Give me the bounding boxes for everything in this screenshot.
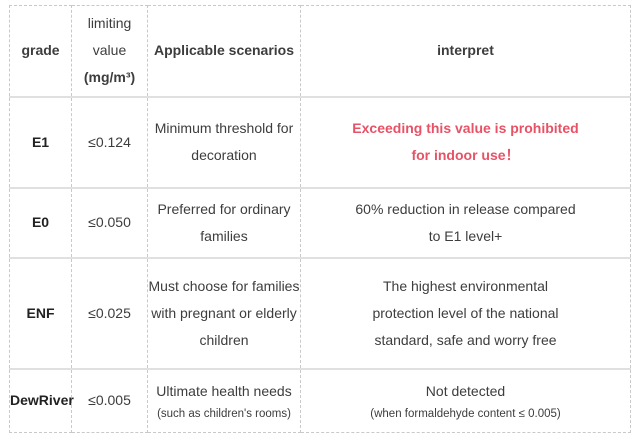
interpret-cell-enf: The highest environmental protection lev… xyxy=(300,256,631,370)
interpret-note-dewriver: (when formaldehyde content ≤ 0.005) xyxy=(370,407,561,420)
interpret-cell-dewriver: Not detected (when formaldehyde content … xyxy=(300,367,631,433)
header-limiting-value-label: limiting value xyxy=(87,15,132,59)
interpret-text-e0: 60% reduction in release compared to E1 … xyxy=(355,200,576,244)
limit-cell-e1: ≤0.124 xyxy=(71,95,148,189)
table-row-e1: E1 ≤0.124 Minimum threshold for decorati… xyxy=(9,95,631,189)
scenario-text-e1: Minimum threshold for decoration xyxy=(154,120,294,163)
limit-cell-enf: ≤0.025 xyxy=(71,256,148,370)
scenario-text-dewriver: Ultimate health needs xyxy=(156,382,292,399)
header-limiting-value: limiting value (mg/m³) xyxy=(71,5,148,98)
grade-cell-e1: E1 xyxy=(9,95,72,189)
scenario-cell-dewriver: Ultimate health needs (such as children'… xyxy=(147,367,301,433)
scenario-note-dewriver: (such as children's rooms) xyxy=(157,407,291,420)
scenario-text-e0: Preferred for ordinary families xyxy=(157,200,291,244)
interpret-text-enf: The highest environmental protection lev… xyxy=(372,277,559,348)
scenario-cell-enf: Must choose for families with pregnant o… xyxy=(147,256,301,370)
header-grade: grade xyxy=(9,5,72,98)
table-row-e0: E0 ≤0.050 Preferred for ordinary familie… xyxy=(9,186,631,259)
table-row-enf: ENF ≤0.025 Must choose for families with… xyxy=(9,256,631,370)
grade-cell-e0: E0 xyxy=(9,186,72,259)
scenario-text-enf: Must choose for families with pregnant o… xyxy=(148,277,300,348)
limit-cell-dewriver: ≤0.005 xyxy=(71,367,148,433)
limit-cell-e0: ≤0.050 xyxy=(71,186,148,259)
scenario-cell-e1: Minimum threshold for decoration xyxy=(147,95,301,189)
table-row-dewriver: DewRiver ≤0.005 Ultimate health needs (s… xyxy=(9,367,631,433)
interpret-text-e1-warning: Exceeding this value is prohibited for i… xyxy=(352,120,579,163)
grade-comparison-table-wrap: grade limiting value (mg/m³) Applicable … xyxy=(9,5,631,433)
table-header-row: grade limiting value (mg/m³) Applicable … xyxy=(9,5,631,98)
grade-cell-dewriver: DewRiver xyxy=(9,367,74,433)
header-interpret: interpret xyxy=(300,5,631,98)
interpret-cell-e0: 60% reduction in release compared to E1 … xyxy=(300,186,631,259)
formaldehyde-grade-table: grade limiting value (mg/m³) Applicable … xyxy=(9,5,631,433)
scenario-cell-e0: Preferred for ordinary families xyxy=(147,186,301,259)
grade-cell-enf: ENF xyxy=(9,256,72,370)
header-limiting-value-unit: (mg/m³) xyxy=(83,69,136,86)
interpret-cell-e1: Exceeding this value is prohibited for i… xyxy=(300,95,631,189)
header-applicable-scenarios: Applicable scenarios xyxy=(147,5,301,98)
interpret-text-dewriver: Not detected xyxy=(425,382,506,399)
